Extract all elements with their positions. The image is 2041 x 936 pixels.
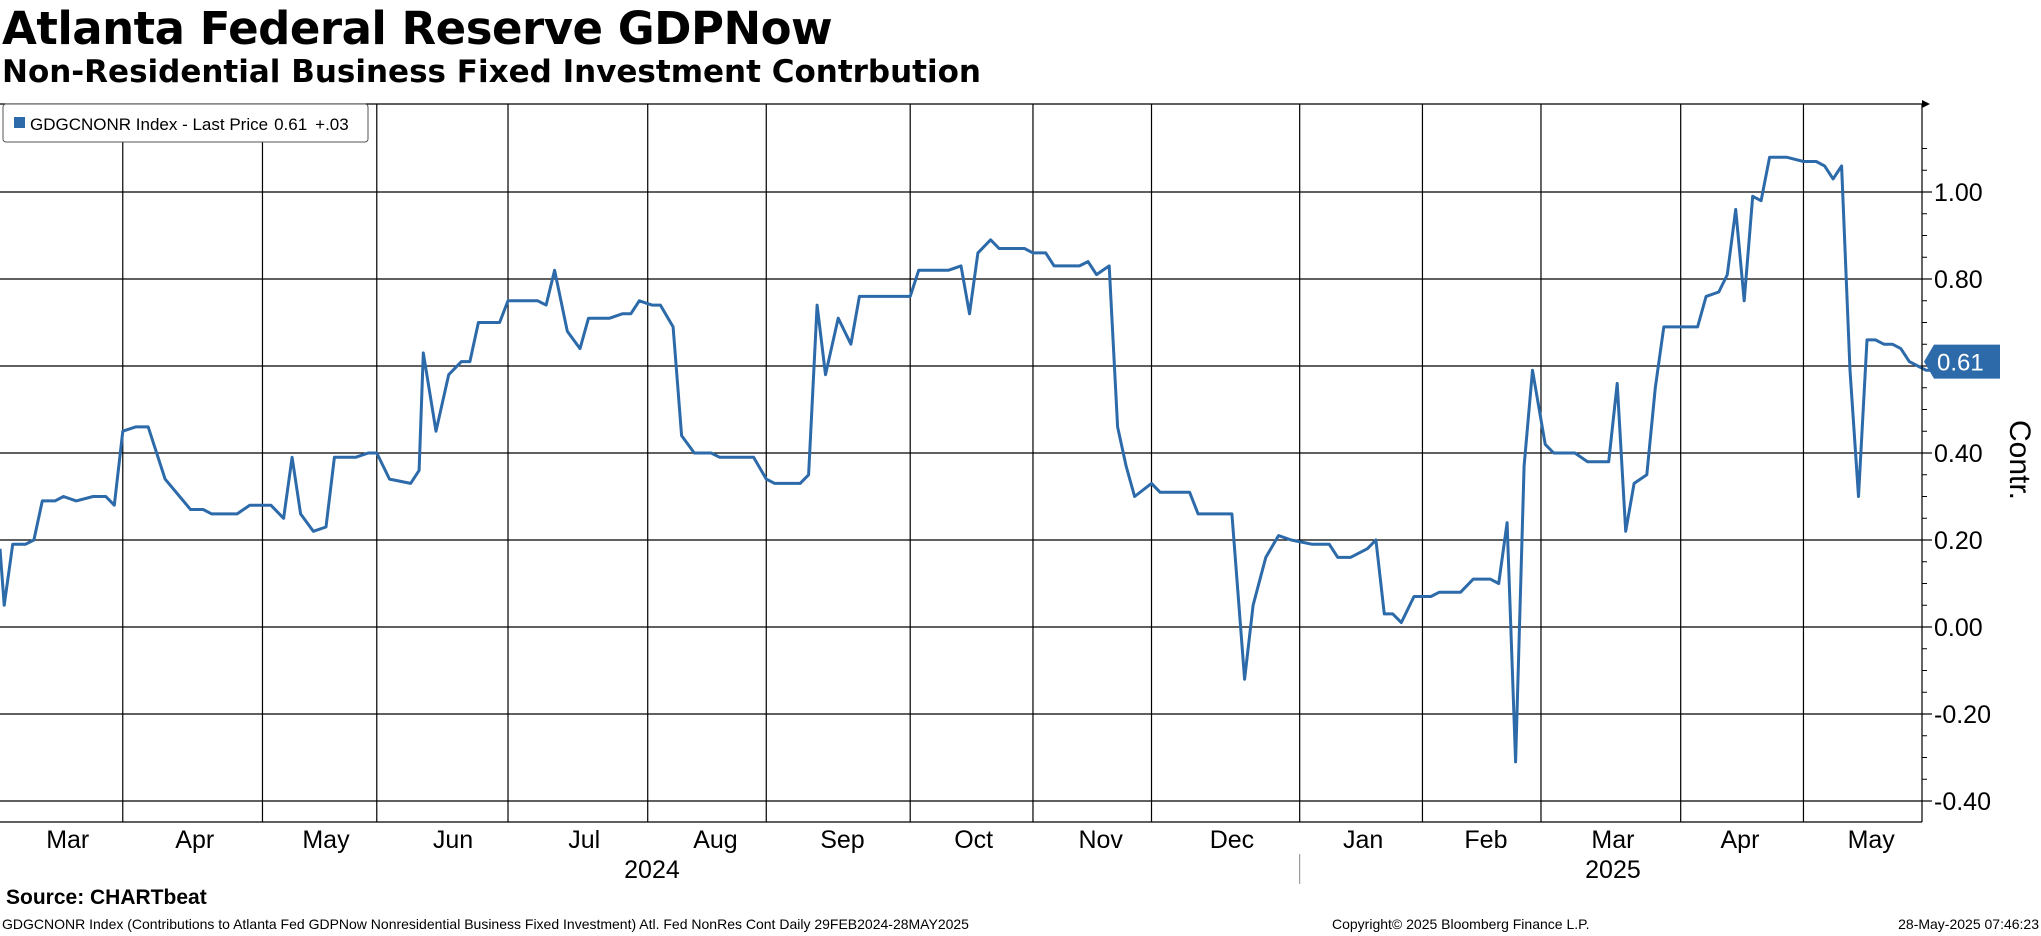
- chart-title: Atlanta Federal Reserve GDPNow: [2, 2, 833, 55]
- chart-subtitle: Non-Residential Business Fixed Investmen…: [2, 54, 981, 90]
- footer-description: GDGCNONR Index (Contributions to Atlanta…: [2, 916, 969, 932]
- legend-box: [2, 103, 369, 143]
- x-tick-label: Nov: [1078, 826, 1123, 854]
- y-tick-label: 0.00: [1934, 614, 1983, 642]
- legend: GDGCNONR Index - Last Price 0.61 +.03: [2, 103, 369, 143]
- x-year-label: 2025: [1585, 856, 1641, 884]
- x-tick-label: Mar: [46, 826, 89, 854]
- x-tick-label: Mar: [1591, 826, 1634, 854]
- last-price-tag: 0.61: [1924, 344, 2000, 379]
- last-price-tag-shape: [1924, 344, 2000, 379]
- x-year-label: 2024: [624, 856, 680, 884]
- x-tick-label: Aug: [693, 826, 737, 854]
- legend-swatch: [14, 117, 25, 128]
- y-tick-label: -0.20: [1934, 701, 1991, 729]
- series-line: [0, 155, 1949, 764]
- y-tick-label: 1.00: [1934, 179, 1983, 207]
- y-tick-label: 0.80: [1934, 266, 1983, 294]
- x-tick-label: Apr: [175, 826, 214, 854]
- y-axis-arrow: [1922, 100, 1930, 108]
- x-tick-label: Jul: [568, 826, 600, 854]
- x-tick-label: May: [1848, 826, 1896, 854]
- x-tick-label: Sep: [820, 826, 864, 854]
- legend-series-name: GDGCNONR Index - Last Price: [30, 115, 268, 134]
- axes: 1.000.800.600.400.200.00-0.20-0.40MarApr…: [46, 100, 1991, 884]
- grid-lines: [0, 103, 1922, 823]
- x-tick-label: Jan: [1343, 826, 1383, 854]
- legend-last-value: 0.61: [274, 115, 307, 134]
- legend-change: +.03: [315, 115, 349, 134]
- y-tick-label: 0.20: [1934, 527, 1983, 555]
- x-tick-label: May: [302, 826, 350, 854]
- footer-copyright: Copyright© 2025 Bloomberg Finance L.P.: [1332, 916, 1590, 932]
- source-label: Source: CHARTbeat: [6, 886, 207, 909]
- last-price-tag-value: 0.61: [1937, 350, 1984, 377]
- x-tick-label: Dec: [1210, 826, 1254, 854]
- y-axis-label: Contr.: [2003, 420, 2036, 500]
- y-tick-label: -0.40: [1934, 788, 1991, 816]
- legend-label: GDGCNONR Index - Last Price 0.61 +.03: [30, 115, 349, 134]
- footer-timestamp: 28-May-2025 07:46:23: [1898, 916, 2039, 932]
- x-tick-label: Apr: [1721, 826, 1760, 854]
- x-tick-label: Oct: [954, 826, 993, 854]
- x-tick-label: Feb: [1464, 826, 1507, 854]
- y-tick-label: 0.40: [1934, 440, 1983, 468]
- series-layer: [0, 155, 1949, 764]
- x-tick-label: Jun: [433, 826, 473, 854]
